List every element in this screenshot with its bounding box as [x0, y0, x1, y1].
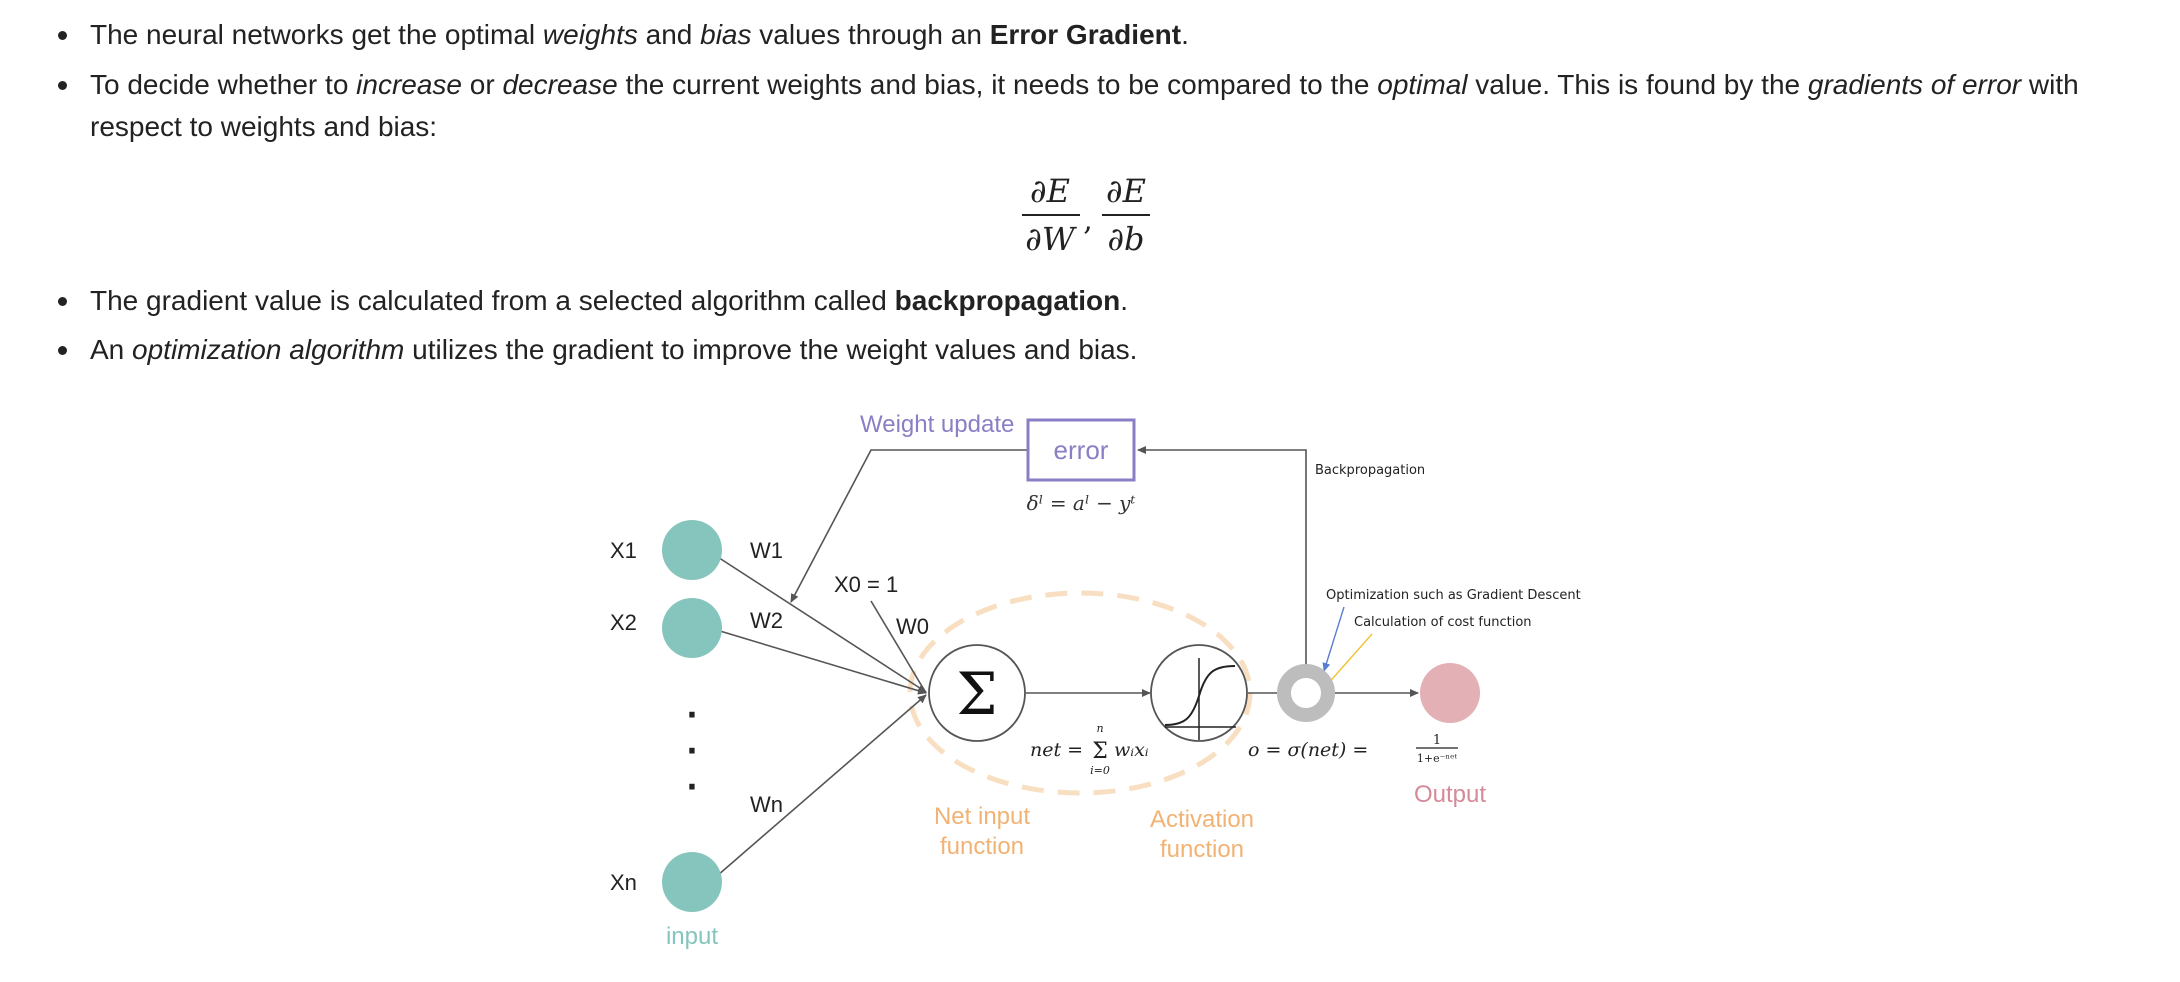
- input-label-xn: Xn: [610, 870, 637, 895]
- net-sum-bottom: i=0: [1090, 764, 1110, 777]
- net-input-node: [928, 644, 1026, 742]
- bullet-dot: [58, 297, 67, 306]
- bullet-text-run: utilizes the gradient to improve the wei…: [404, 334, 1138, 365]
- net-input-caption-line1: Net input: [934, 803, 1030, 830]
- net-sum-term: wᵢxᵢ: [1114, 739, 1149, 761]
- input-label-x2: X2: [610, 610, 637, 635]
- formula-denominator-2: ∂b: [1107, 220, 1144, 258]
- bullet-text-run: value. This is found by the: [1467, 69, 1808, 100]
- output-ring: [1277, 664, 1335, 722]
- sum-symbol: Σ: [956, 660, 997, 728]
- formula-denominator-1: ∂W: [1025, 220, 1078, 258]
- optimization-pointer: [1322, 606, 1345, 672]
- sigmoid-curve: [1164, 665, 1236, 726]
- edge-xn-sum: [709, 694, 927, 883]
- output-formula: o = σ(net) =: [1248, 739, 1368, 761]
- edge-bias-sum: [870, 600, 927, 694]
- bullet-text: The neural networks get the optimal weig…: [90, 14, 2110, 56]
- bullet-text-run: optimal: [1377, 69, 1468, 100]
- sigmoid-denominator: 1+e⁻ⁿᵉᵗ: [1417, 752, 1458, 765]
- bullet-text-run: the current weights and bias, it needs t…: [617, 69, 1378, 100]
- bullet-text-run: with respect to weights and bias:: [90, 69, 2079, 142]
- bullet-dot: [58, 81, 67, 90]
- weight-label-w1: W1: [750, 538, 783, 563]
- ellipsis-dot: ·: [686, 770, 697, 805]
- net-sum-top: n: [1096, 722, 1103, 735]
- bullet-text-run: gradients of error: [1807, 69, 2022, 100]
- bullet-text: The gradient value is calculated from a …: [90, 280, 2110, 322]
- edge-x1-sum: [709, 551, 927, 693]
- bias-input-label: X0 = 1: [834, 572, 898, 597]
- activation-caption-line1: Activation: [1150, 806, 1254, 833]
- net-input-caption-line2: function: [940, 833, 1024, 860]
- bullet-text-run: .: [1181, 19, 1189, 50]
- weight-update-label: Weight update: [860, 411, 1014, 438]
- input-node-xn: [662, 852, 722, 912]
- bullet-dot: [58, 31, 67, 40]
- weight-update-arrow: [790, 449, 1028, 603]
- error-formula: δˡ = aˡ − yᵗ: [1027, 491, 1136, 515]
- bullet-text-run: bias: [700, 19, 752, 50]
- bullet-text-run: To decide whether to: [90, 69, 357, 100]
- bullet-dot: [58, 346, 67, 355]
- bullet-text-run: optimization algorithm: [132, 334, 405, 365]
- sigmoid-numerator: 1: [1433, 733, 1441, 748]
- bullet-text-run: The neural networks get the optimal: [90, 19, 543, 50]
- activation-caption-line2: function: [1160, 836, 1244, 863]
- weight-label-w2: W2: [750, 608, 783, 633]
- neural-network-diagram: · · · X1 X2 Xn W1 W2 Wn X0 = 1 W0 input …: [580, 396, 1600, 966]
- formula-numerator-2: ∂E: [1106, 172, 1146, 210]
- weight-label-wn: Wn: [750, 792, 783, 817]
- bias-weight-label: W0: [896, 614, 929, 639]
- backprop-arrow: [1137, 446, 1307, 675]
- net-formula-left: net =: [1030, 739, 1083, 761]
- input-label-x1: X1: [610, 538, 637, 563]
- bullet-text: To decide whether to increase or decreas…: [90, 64, 2110, 148]
- edge-x2-sum: [709, 627, 927, 695]
- bullet-text-run: increase: [356, 69, 463, 100]
- input-caption: input: [666, 923, 718, 950]
- output-node: [1420, 663, 1480, 723]
- formula-separator: ,: [1083, 203, 1093, 238]
- ellipsis-dot: ·: [686, 698, 697, 733]
- bullet-text-run: or: [462, 69, 503, 100]
- bullet-text-run: decrease: [502, 69, 618, 100]
- bullet-text-run: backpropagation: [894, 285, 1121, 316]
- net-sum-symbol: Σ: [1092, 739, 1108, 764]
- gradient-formula: ∂E ∂W , ∂E ∂b: [1010, 168, 1180, 268]
- bullet-text: An optimization algorithm utilizes the g…: [90, 329, 2110, 371]
- optimization-label: Optimization such as Gradient Descent: [1326, 588, 1581, 603]
- cost-pointer: [1325, 633, 1373, 687]
- bullet-text-run: .: [1120, 285, 1129, 316]
- ellipsis-dot: ·: [686, 734, 697, 769]
- bullet-text-run: Error Gradient: [989, 19, 1182, 50]
- input-node-x2: [662, 598, 722, 658]
- output-label: Output: [1414, 781, 1486, 808]
- input-node-x1: [662, 520, 722, 580]
- error-label: error: [1054, 435, 1109, 465]
- bullet-text-run: The gradient value is calculated from a …: [90, 285, 895, 316]
- bullet-text-run: and: [637, 19, 701, 50]
- error-box: [1026, 418, 1136, 482]
- cost-function-label: Calculation of cost function: [1354, 615, 1532, 630]
- formula-numerator-1: ∂E: [1030, 172, 1070, 210]
- bullet-text-run: An: [90, 334, 133, 365]
- backprop-label: Backpropagation: [1315, 463, 1425, 478]
- bullet-text-run: weights: [542, 19, 638, 50]
- bullet-text-run: values through an: [751, 19, 990, 50]
